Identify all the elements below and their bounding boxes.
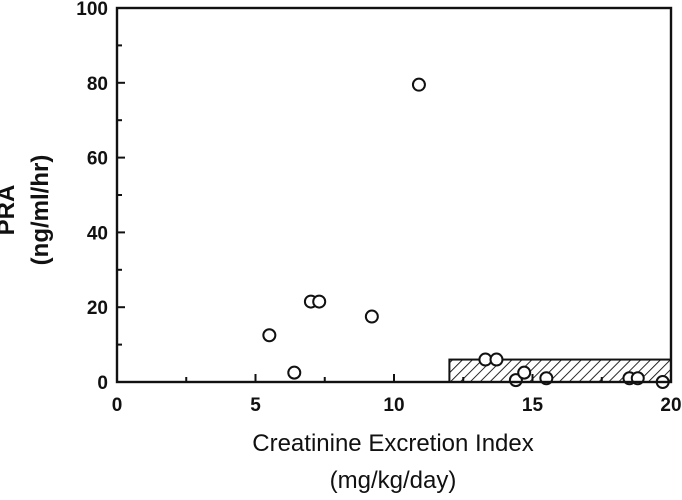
data-points-layer	[262, 77, 670, 389]
x-axis-title: Creatinine Excretion Index	[252, 430, 533, 457]
y-axis-subtitle: (ng/ml/hr)	[27, 155, 54, 266]
y-tick-label: 60	[87, 149, 108, 170]
data-point	[411, 77, 426, 92]
axes-layer	[115, 6, 673, 384]
y-tick-label: 20	[87, 298, 108, 319]
y-tick-label: 100	[76, 0, 108, 20]
x-tick-label: 20	[660, 395, 681, 416]
y-tick-label: 40	[87, 223, 108, 244]
plot-frame	[115, 6, 673, 384]
data-point	[312, 294, 327, 309]
x-tick-label: 15	[522, 395, 544, 416]
data-point	[364, 309, 379, 324]
data-point	[287, 365, 302, 380]
x-axis-subtitle: (mg/kg/day)	[330, 467, 457, 494]
x-tick-label: 5	[250, 395, 261, 416]
y-axis-title: PRA	[0, 185, 20, 236]
ticks-layer	[116, 7, 672, 383]
y-tick-label: 0	[97, 373, 108, 394]
y-tick-label: 80	[87, 74, 108, 95]
x-tick-label: 10	[383, 395, 404, 416]
x-tick-label: 0	[112, 395, 123, 416]
tick-labels-layer: 0 20 40 60 80 100 0 5 10 15 20	[76, 0, 681, 416]
data-point	[517, 365, 532, 380]
data-point	[262, 328, 277, 343]
data-point	[489, 352, 504, 367]
